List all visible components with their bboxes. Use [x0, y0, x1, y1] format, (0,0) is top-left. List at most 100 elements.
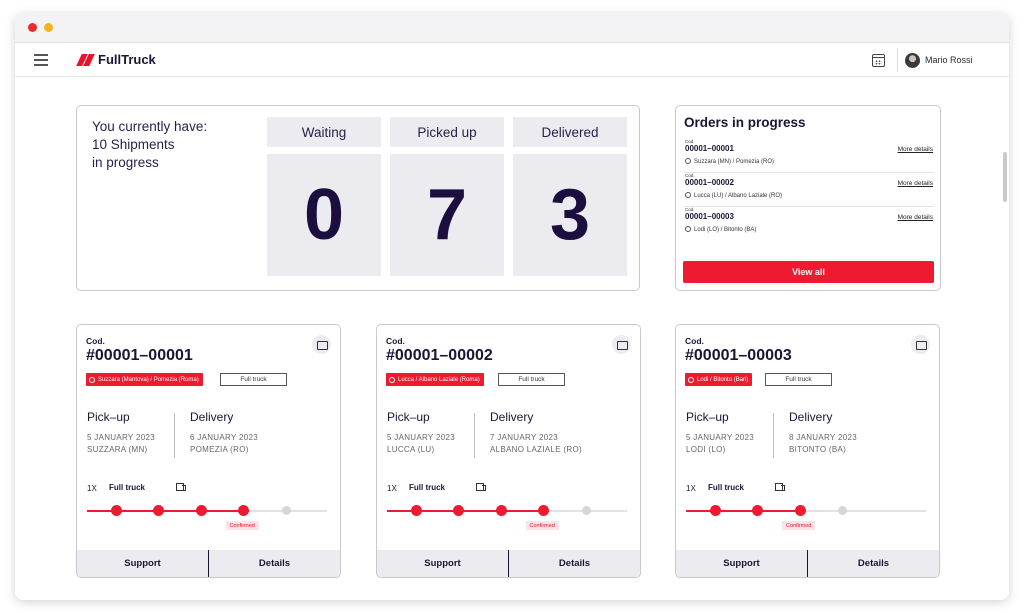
route-tag: Suzzara (Mantova) / Pomezia (Roma)	[86, 373, 203, 386]
card-actions: Support Details	[676, 550, 939, 577]
order-row: Cod. 00001–00001 Suzzara (MN) / Pomezia …	[684, 139, 934, 173]
progress-track-line	[686, 510, 926, 512]
order-route: Lucca (LU) / Albano Laziale (RO)	[685, 192, 782, 199]
view-all-button[interactable]: View all	[683, 261, 934, 283]
more-details-link[interactable]: More details	[897, 180, 933, 187]
order-route-text: Lodi (LO) / Bitonto (BA)	[694, 227, 757, 233]
shipment-number: #00001–00003	[685, 347, 792, 364]
support-button[interactable]: Support	[676, 550, 808, 577]
window-titlebar	[15, 13, 1009, 43]
progress-step-done	[153, 505, 164, 516]
user-name[interactable]: Mario Rossi	[925, 55, 973, 65]
summary-line-3: in progress	[92, 155, 159, 170]
progress-step-done	[709, 505, 721, 516]
shipment-number: #00001–00002	[386, 347, 493, 364]
shipment-card: Cod. #00001–00003 Lodi / Bitonto (Bari) …	[675, 324, 940, 578]
details-button[interactable]: Details	[558, 558, 591, 569]
more-details-link[interactable]: More details	[897, 146, 933, 153]
order-cod-label: Cod.	[685, 207, 695, 212]
truck-type: Full truck	[409, 483, 446, 492]
stat-picked-up: Picked up 7	[390, 117, 504, 276]
truck-type-tag: Full truck	[498, 373, 565, 386]
truck-icon	[775, 483, 785, 491]
progress-step-done	[238, 505, 249, 516]
pickup-label: Pick–up	[686, 410, 729, 424]
route-tag: Lucca / Albano Laziale (Roma)	[386, 373, 484, 386]
order-number: 00001–00003	[685, 212, 734, 221]
pickup-date: 5 JANUARY 2023	[686, 433, 754, 442]
quantity: 1X	[686, 484, 696, 493]
truck-icon	[476, 483, 486, 491]
main-content: You currently have: 10 Shipments in prog…	[15, 78, 1009, 600]
shipment-card: Cod. #00001–00001 Suzzara (Mantova) / Po…	[76, 324, 341, 578]
logo-mark-icon	[76, 53, 95, 66]
scrollbar[interactable]	[1003, 152, 1007, 202]
summary-text: You currently have: 10 Shipments in prog…	[92, 118, 242, 172]
folder-icon[interactable]	[312, 335, 331, 354]
delivery-place: BITONTO (BA)	[789, 445, 847, 454]
quantity: 1X	[387, 484, 397, 493]
menu-icon[interactable]	[34, 54, 48, 66]
shipment-cod-label: Cod.	[685, 336, 704, 346]
truck-type: Full truck	[708, 483, 745, 492]
orders-in-progress-card: Orders in progress Cod. 00001–00001 Suzz…	[675, 105, 941, 291]
logo[interactable]: FullTruck	[76, 52, 156, 67]
pickup-place: SUZZARA (MN)	[87, 445, 148, 454]
orders-title: Orders in progress	[684, 115, 806, 130]
delivery-info: 8 JANUARY 2023 BITONTO (BA)	[789, 432, 857, 456]
delivery-label: Delivery	[789, 410, 833, 424]
progress-step-done	[794, 505, 806, 516]
details-button[interactable]: Details	[857, 558, 890, 569]
order-route-text: Suzzara (MN) / Pomezia (RO)	[694, 159, 775, 165]
details-button[interactable]: Details	[258, 558, 291, 569]
status-badge: Confirmed	[782, 521, 816, 530]
column-divider	[174, 413, 175, 458]
avatar[interactable]	[905, 53, 920, 68]
order-number: 00001–00001	[685, 144, 734, 153]
truck-type-tag: Full truck	[765, 373, 832, 386]
progress-tracker	[686, 505, 926, 517]
support-button[interactable]: Support	[377, 550, 509, 577]
progress-tracker	[87, 505, 327, 517]
truck-type-tag: Full truck	[220, 373, 287, 386]
column-divider	[773, 413, 774, 458]
stat-label: Waiting	[267, 117, 381, 147]
order-cod-label: Cod.	[685, 139, 695, 144]
delivery-info: 6 JANUARY 2023 POMEZIA (RO)	[190, 432, 258, 456]
status-badge: Confirmed	[525, 521, 559, 530]
progress-step-done	[195, 505, 207, 516]
folder-icon[interactable]	[612, 335, 631, 354]
stat-value: 3	[513, 154, 627, 276]
minimize-window-button[interactable]	[44, 23, 53, 32]
progress-step-done	[410, 505, 422, 516]
delivery-place: ALBANO LAZIALE (RO)	[490, 445, 582, 454]
route-tag-text: Suzzara (Mantova) / Pomezia (Roma)	[98, 376, 199, 383]
stat-delivered: Delivered 3	[513, 117, 627, 276]
progress-step-done	[453, 505, 464, 516]
pickup-label: Pick–up	[387, 410, 430, 424]
order-cod-label: Cod.	[685, 173, 695, 178]
card-actions: Support Details	[377, 550, 640, 577]
progress-step-pending	[838, 506, 847, 515]
stat-value: 0	[267, 154, 381, 276]
quantity: 1X	[87, 484, 97, 493]
more-details-link[interactable]: More details	[897, 214, 933, 221]
status-badge: Confirmed	[225, 521, 259, 530]
route-icon	[89, 376, 95, 383]
progress-track-fill	[686, 510, 805, 512]
pickup-place: LODI (LO)	[686, 445, 726, 454]
delivery-place: POMEZIA (RO)	[190, 445, 249, 454]
calendar-icon[interactable]	[872, 54, 885, 67]
logo-text: FullTruck	[98, 52, 156, 67]
route-tag: Lodi / Bitonto (Bari)	[685, 373, 753, 386]
progress-step-done	[495, 505, 507, 516]
order-route-text: Lucca (LU) / Albano Laziale (RO)	[694, 193, 783, 199]
app-header: FullTruck Mario Rossi	[15, 43, 1009, 77]
pickup-info: 5 JANUARY 2023 SUZZARA (MN)	[87, 432, 155, 456]
stat-value: 7	[390, 154, 504, 276]
shipment-number: #00001–00001	[86, 347, 193, 364]
progress-tracker	[387, 505, 627, 517]
close-window-button[interactable]	[28, 23, 37, 32]
support-button[interactable]: Support	[77, 550, 209, 577]
folder-icon[interactable]	[911, 335, 930, 354]
